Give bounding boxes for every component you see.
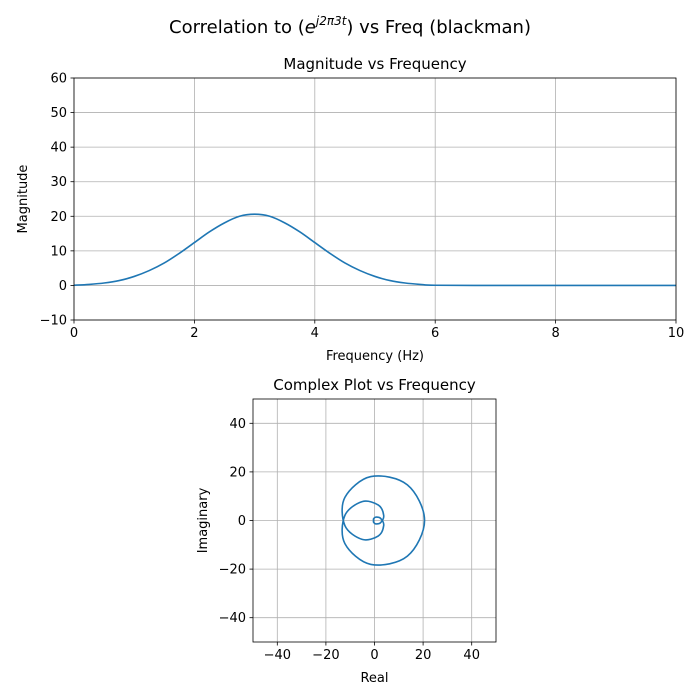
y-tick-label: 40 [50,141,67,156]
x-tick-label: 40 [463,648,480,663]
y-tick-label: 20 [50,210,67,225]
x-tick-label: 8 [551,326,559,341]
x-tick-label: −40 [264,648,291,663]
y-axis-label: Magnitude [16,165,31,234]
series-line [341,475,426,566]
y-tick-label: −20 [219,563,246,578]
y-axis-label: Imaginary [196,487,211,553]
x-tick-label: 0 [70,326,78,341]
x-tick-label: 10 [668,326,685,341]
axes-title: Complex Plot vs Frequency [273,376,476,394]
x-tick-label: 2 [190,326,198,341]
axes-frame [252,398,497,643]
x-tick-label: 4 [311,326,319,341]
figure-suptitle: Correlation to (ej2π3t) vs Freq (blackma… [169,14,531,38]
x-tick-label: 6 [431,326,439,341]
x-tick-label: −20 [312,648,339,663]
y-tick-label: 0 [59,279,67,294]
y-tick-label: 30 [50,175,67,190]
y-tick-label: 40 [229,417,246,432]
axes-frame [73,77,677,321]
x-tick-label: 20 [415,648,432,663]
axes-title: Magnitude vs Frequency [283,55,466,73]
y-tick-label: 0 [238,514,246,529]
y-tick-label: 50 [50,106,67,121]
x-axis-label: Frequency (Hz) [326,349,424,364]
complex-axes: −40 −20 0 20 40 −40 −20 0 20 40 Complex Plot vs Fr… [196,376,497,686]
y-tick-label: −40 [219,611,246,626]
y-tick-label: −10 [40,314,67,329]
x-axis-label: Real [360,671,388,686]
x-tick-label: 0 [370,648,378,663]
y-tick-label: 10 [50,244,67,259]
series-line [74,213,676,287]
y-tick-label: 60 [50,72,67,87]
y-tick-label: 20 [229,465,246,480]
